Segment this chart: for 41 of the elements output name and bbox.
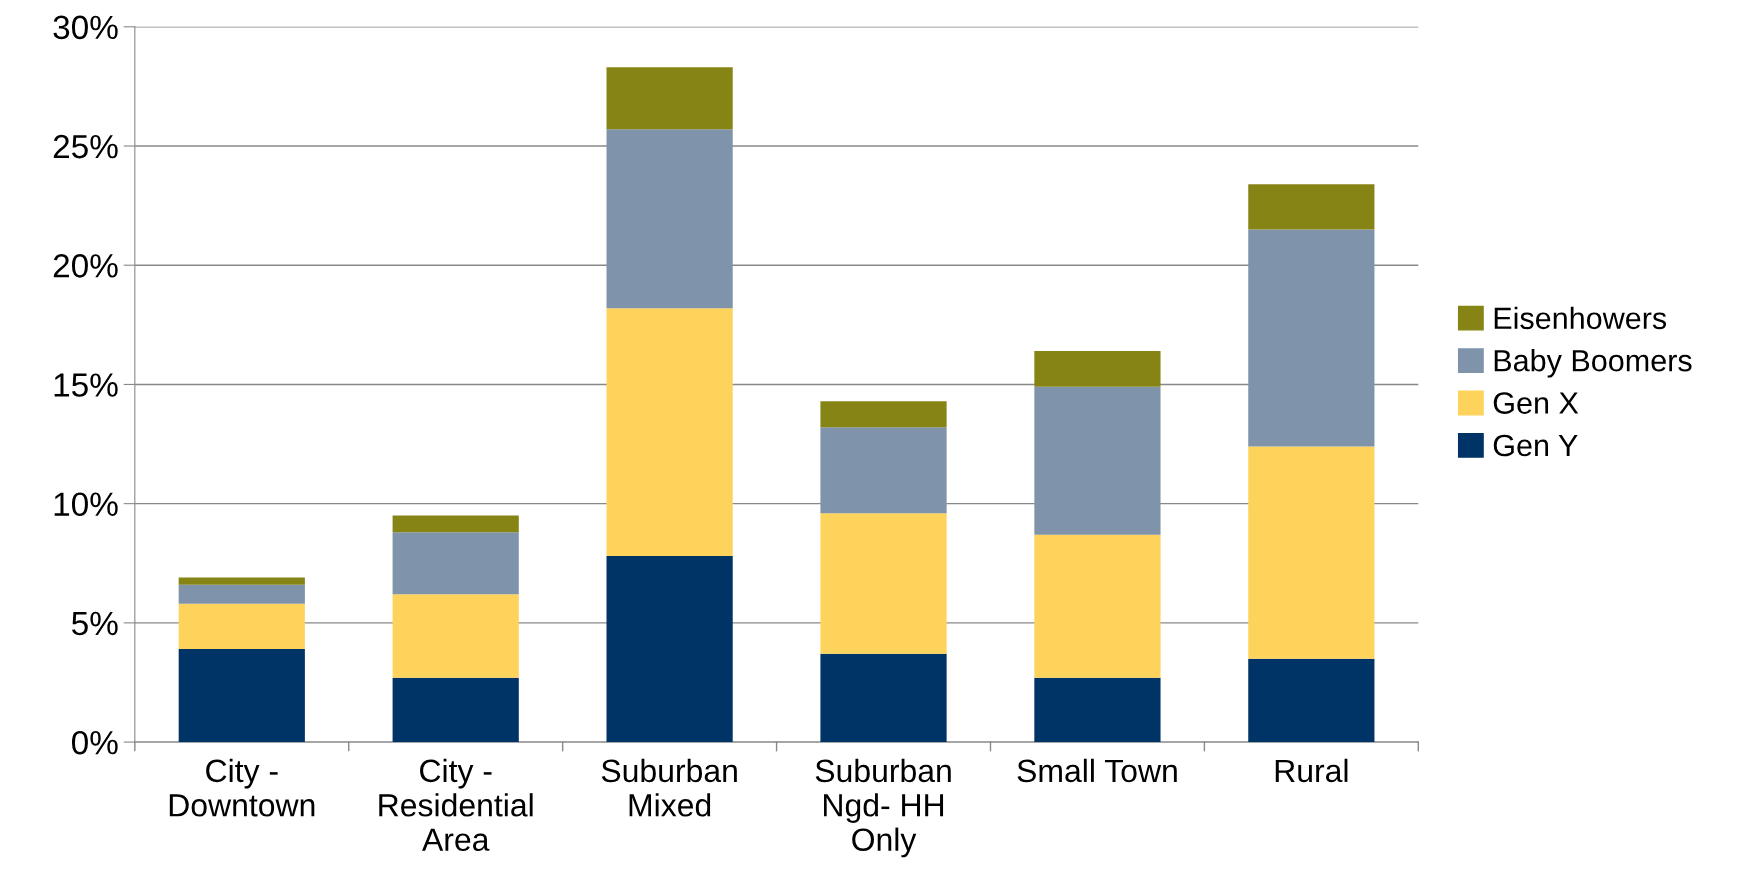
bar bbox=[1034, 386, 1161, 535]
bar bbox=[606, 556, 733, 743]
x-tick-label: City - Downtown bbox=[169, 758, 315, 817]
bar bbox=[178, 603, 305, 650]
bar bbox=[1248, 229, 1375, 447]
bar bbox=[178, 649, 305, 743]
bar bbox=[1034, 677, 1161, 743]
bar bbox=[392, 515, 519, 533]
bar bbox=[606, 308, 733, 557]
x-tick-label: Suburban Mixed bbox=[601, 758, 737, 817]
bar bbox=[820, 653, 947, 743]
y-tick-label: 20% bbox=[53, 254, 118, 278]
legend-label: Gen X bbox=[1493, 392, 1579, 414]
legend-label: Baby Boomers bbox=[1494, 349, 1692, 378]
bar bbox=[1034, 534, 1161, 678]
y-tick-label: 0% bbox=[71, 730, 118, 755]
bar bbox=[392, 677, 519, 743]
x-tick-label: Rural bbox=[1275, 758, 1348, 783]
y-tick-label: 30% bbox=[53, 15, 118, 40]
y-tick-label: 5% bbox=[72, 611, 118, 636]
bar bbox=[1034, 351, 1161, 387]
x-tick-label: City - Residential Area bbox=[379, 758, 533, 852]
y-tick-label: 10% bbox=[54, 492, 118, 517]
bar bbox=[820, 401, 947, 428]
bar bbox=[178, 577, 305, 585]
bar bbox=[820, 513, 947, 654]
bar bbox=[606, 67, 733, 130]
legend-label: Eisenhowers bbox=[1494, 306, 1667, 330]
bar bbox=[1248, 446, 1375, 659]
bar bbox=[178, 584, 305, 604]
bar bbox=[392, 594, 519, 678]
bar bbox=[606, 129, 733, 309]
x-tick-label: Suburban Ngd- HH Only bbox=[815, 758, 951, 858]
y-tick-label: 15% bbox=[54, 373, 118, 397]
x-tick-label: Small Town bbox=[1017, 758, 1177, 783]
bar bbox=[1248, 184, 1375, 230]
bar bbox=[392, 532, 519, 595]
bar bbox=[820, 427, 947, 514]
y-tick-label: 25% bbox=[53, 134, 118, 159]
bar bbox=[1248, 658, 1375, 743]
legend-label: Gen Y bbox=[1493, 434, 1578, 457]
